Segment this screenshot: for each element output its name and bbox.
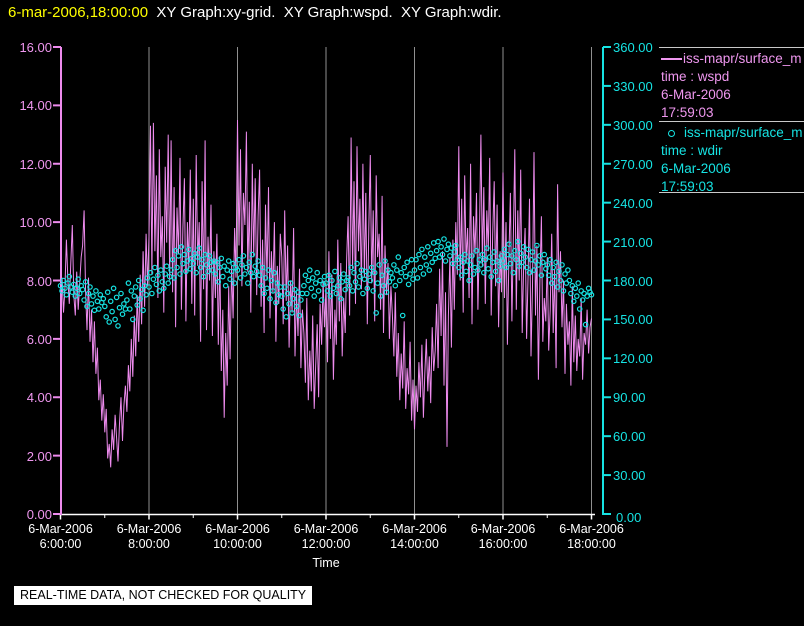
- x-tick-time: 10:00:00: [213, 537, 262, 551]
- x-tick-label: 6-Mar-2006 14:00:00: [370, 522, 460, 552]
- y-right-tick-label: 0.00: [616, 510, 642, 525]
- x-tick-time: 8:00:00: [128, 537, 170, 551]
- legend: iss-mapr/surface_m time : wspd 6-Mar-200…: [659, 40, 804, 198]
- y-right-tick-label: 60.00: [613, 429, 646, 445]
- legend-wspd-time: 17:59:03: [661, 105, 714, 120]
- y-left-tick-label: 14.00: [19, 98, 52, 114]
- legend-wdir-name: iss-mapr/surface_m: [684, 125, 803, 140]
- x-tick-label: 6-Mar-2006 6:00:00: [16, 522, 106, 552]
- x-tick-time: 16:00:00: [478, 537, 528, 551]
- x-tick-date: 6-Mar-2006: [205, 522, 270, 536]
- y-right-tick-label: 30.00: [613, 468, 646, 484]
- legend-wdir-field: time : wdir: [661, 143, 723, 158]
- legend-wdir-date: 6-Mar-2006: [661, 161, 731, 176]
- y-left-tick-label: 2.00: [26, 448, 52, 464]
- title-graphs-label: XY Graph:xy-grid. XY Graph:wspd. XY Grap…: [148, 4, 502, 21]
- legend-entry-wdir: iss-mapr/surface_m time : wdir 6-Mar-200…: [661, 124, 804, 196]
- y-right-tick-label: 300.00: [613, 117, 653, 133]
- line-sample-icon: [661, 58, 682, 61]
- y-right-tick-label: 360.00: [613, 40, 653, 55]
- x-tick-time: 18:00:00: [567, 537, 616, 551]
- y-left-tick-label: 4.00: [26, 390, 52, 406]
- y-left-tick-label: 0.00: [26, 507, 52, 522]
- legend-wspd-field: time : wspd: [661, 69, 730, 84]
- y-left-tick-label: 12.00: [19, 156, 52, 172]
- legend-divider: [659, 47, 804, 48]
- x-tick-label: 6-Mar-2006 18:00:00: [547, 522, 637, 552]
- y-right-tick-label: 210.00: [613, 234, 653, 250]
- legend-wspd-name-row: iss-mapr/surface_m: [661, 50, 804, 68]
- y-right-tick-label: 90.00: [613, 390, 646, 406]
- x-tick-label: 6-Mar-2006 12:00:00: [281, 522, 371, 552]
- x-tick-date: 6-Mar-2006: [28, 522, 93, 536]
- circle-marker-icon: [668, 129, 675, 137]
- legend-divider: [659, 121, 804, 122]
- legend-wspd-name: iss-mapr/surface_m: [683, 51, 802, 66]
- y-right-tick-label: 240.00: [613, 195, 653, 211]
- x-tick-time: 6:00:00: [39, 537, 82, 551]
- legend-wspd-date: 6-Mar-2006: [661, 87, 731, 102]
- x-tick-label: 6-Mar-2006 16:00:00: [458, 522, 548, 552]
- y-left-tick-label: 10.00: [19, 215, 52, 231]
- x-tick-date: 6-Mar-2006: [293, 522, 359, 536]
- x-tick-date: 6-Mar-2006: [559, 522, 624, 536]
- x-tick-date: 6-Mar-2006: [382, 522, 447, 536]
- x-tick-time: 12:00:00: [301, 537, 351, 551]
- y-right-tick-label: 330.00: [613, 78, 653, 94]
- y-right-tick-label: 180.00: [613, 273, 653, 289]
- x-tick-time: 14:00:00: [390, 537, 439, 551]
- legend-divider: [659, 192, 804, 193]
- y-right-tick-label: 120.00: [613, 351, 653, 367]
- legend-wdir-time: 17:59:03: [661, 179, 714, 194]
- x-axis-title: Time: [312, 556, 340, 570]
- y-right-tick-label: 270.00: [613, 156, 653, 172]
- x-tick-date: 6-Mar-2006: [116, 522, 182, 536]
- x-tick-date: 6-Mar-2006: [470, 522, 536, 536]
- x-tick-label: 6-Mar-2006 10:00:00: [193, 522, 283, 552]
- y-right-tick-label: 150.00: [613, 312, 653, 328]
- x-tick-label: 6-Mar-2006 8:00:00: [104, 522, 194, 552]
- legend-wdir-name-row: iss-mapr/surface_m: [661, 124, 804, 142]
- y-left-tick-label: 6.00: [26, 331, 52, 347]
- y-left-tick-label: 8.00: [26, 273, 52, 289]
- legend-entry-wspd: iss-mapr/surface_m time : wspd 6-Mar-200…: [661, 50, 804, 122]
- y-left-tick-label: 16.00: [19, 40, 52, 55]
- title-bar: 6-mar-2006,18:00:00 XY Graph:xy-grid. XY…: [8, 4, 502, 21]
- quality-notice: REAL-TIME DATA, NOT CHECKED FOR QUALITY: [14, 586, 313, 605]
- title-datetime: 6-mar-2006,18:00:00: [8, 4, 149, 21]
